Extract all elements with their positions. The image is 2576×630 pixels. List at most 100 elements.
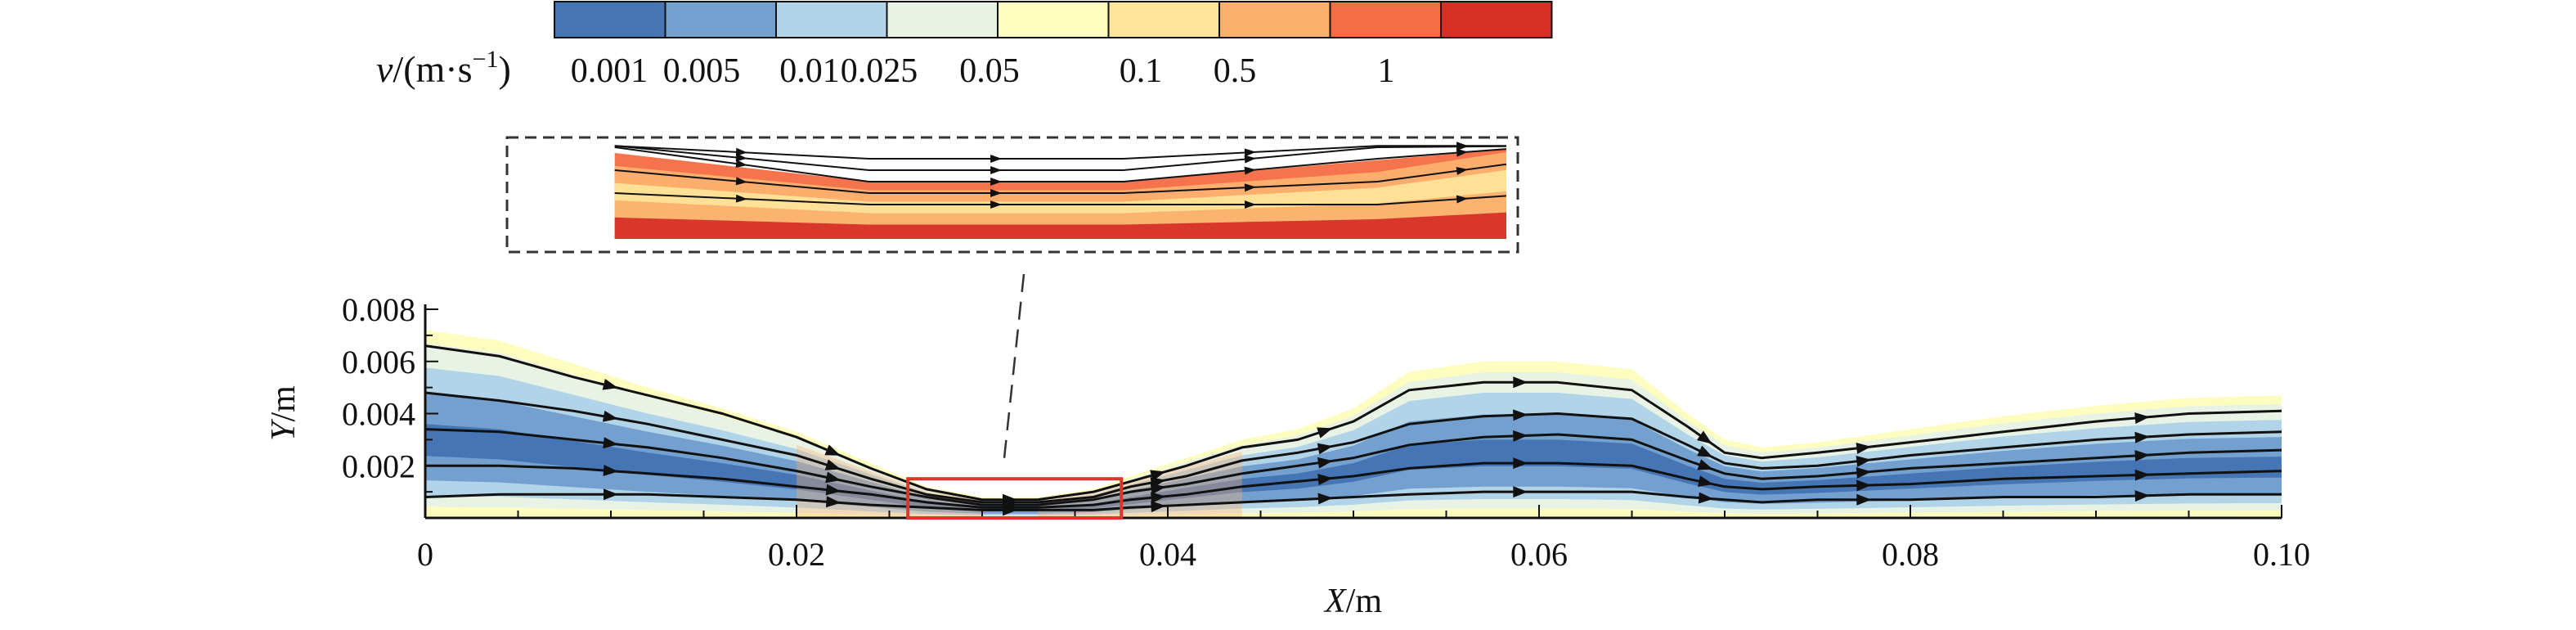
inset-streamline xyxy=(614,146,1506,182)
streamline-arrow xyxy=(2134,431,2150,443)
streamline-arrow xyxy=(1696,430,1712,444)
legend-swatch xyxy=(1218,1,1331,38)
inset-streamline xyxy=(614,192,1506,205)
streamline-arrow xyxy=(1513,486,1528,498)
legend-swatch xyxy=(775,1,888,38)
highlight-box xyxy=(906,477,1124,520)
inset-streamline-arrow xyxy=(735,153,748,162)
contour-band xyxy=(797,444,982,518)
inset-streamline-arrow xyxy=(1456,195,1469,204)
y-axis-var: Y xyxy=(265,418,303,441)
streamline-arrow xyxy=(1150,483,1166,495)
inset-streamline-arrow xyxy=(1245,200,1256,209)
streamline-arrow xyxy=(825,496,841,508)
x-axis-unit: /m xyxy=(1346,583,1383,620)
streamline-arrow xyxy=(1513,457,1528,470)
inset-streamline-arrow xyxy=(990,178,1003,186)
y-tick-label: 0.006 xyxy=(342,344,415,380)
legend-swatch xyxy=(1440,1,1553,38)
y-tick-label: 0.008 xyxy=(342,291,415,328)
inset-streamline-arrow xyxy=(735,160,748,169)
streamline-arrow xyxy=(1856,455,1872,467)
inset-streamline-arrow xyxy=(1244,148,1256,157)
inset-streamline-arrow xyxy=(990,166,1003,174)
streamline-arrow xyxy=(1856,493,1872,506)
streamline-arrow xyxy=(1317,493,1333,505)
x-tick-label: 0.04 xyxy=(1139,536,1196,573)
y-axis-title: Y/m xyxy=(265,385,303,441)
highlight-region xyxy=(906,273,1124,520)
inset-streamline-arrow xyxy=(1244,155,1256,164)
legend-title: v/(m·s−1) xyxy=(376,46,511,90)
x-tick-label: 0.08 xyxy=(1882,536,1939,573)
streamline-arrow xyxy=(1317,427,1333,439)
streamline xyxy=(424,344,2282,502)
inset-streamline-arrow xyxy=(1244,183,1256,192)
streamline-arrow xyxy=(1150,492,1166,504)
streamline-arrow xyxy=(1698,492,1714,504)
x-tick-label: 0 xyxy=(417,536,433,573)
streamline-arrow xyxy=(602,379,618,390)
streamline-arrow xyxy=(1513,409,1528,421)
legend-swatch xyxy=(886,1,999,38)
streamline xyxy=(424,391,2282,504)
streamline-arrow xyxy=(604,488,618,501)
streamline xyxy=(424,428,2282,506)
legend-swatch xyxy=(997,1,1110,38)
legend-swatch xyxy=(1329,1,1442,38)
inset-streamline xyxy=(614,145,1506,171)
streamline-arrow xyxy=(2134,412,2150,425)
streamline-arrow xyxy=(1513,376,1528,389)
y-tick-label: 0.002 xyxy=(342,448,415,484)
contour-band xyxy=(425,456,2282,518)
y-axis-unit: /m xyxy=(265,385,303,422)
inset-streamline xyxy=(614,163,1506,194)
inset-streamline xyxy=(614,145,1506,160)
streamline-arrow xyxy=(1697,445,1713,457)
streamline-arrow xyxy=(1003,504,1017,516)
contour-band xyxy=(425,480,2282,518)
streamlines xyxy=(424,344,2282,516)
inset-streamline-arrow xyxy=(735,177,748,186)
streamline-arrow xyxy=(1697,459,1713,470)
streamline-arrow xyxy=(824,444,841,456)
legend-level-label: 1 xyxy=(1378,52,1395,90)
legend-title-close: ) xyxy=(498,48,510,90)
inset-connector xyxy=(1003,273,1025,459)
inset-streamline-arrow xyxy=(735,194,748,203)
streamline-arrow xyxy=(1317,474,1333,486)
streamline-arrow xyxy=(825,471,841,484)
streamline-arrow xyxy=(1856,466,1872,479)
legend-level-label: 0.025 xyxy=(841,52,918,90)
legend-level-label: 0.5 xyxy=(1214,52,1257,90)
x-tick-label: 0.10 xyxy=(2253,536,2310,573)
legend-level-label: 0.001 xyxy=(571,52,648,90)
legend-swatch xyxy=(1107,1,1220,38)
streamline-arrow xyxy=(1698,475,1714,487)
legend-title-var: v xyxy=(376,48,393,90)
streamline-arrow xyxy=(825,484,841,496)
inset-streamline-arrow xyxy=(1456,142,1469,151)
inset-streamline-arrow xyxy=(990,200,1003,209)
axes: 0 0.02 0.04 0.06 0.08 0.10 0.002 0.004 0.006 0.00… xyxy=(342,291,2310,573)
streamline-arrow xyxy=(602,410,618,422)
x-axis-var: X xyxy=(1323,583,1348,620)
legend-level-label: 0.01 xyxy=(779,52,840,90)
legend-title-unit: /(m·s xyxy=(393,48,472,90)
inset-streamline-arrow xyxy=(990,155,1003,163)
velocity-contour-fill xyxy=(425,330,2282,518)
legend-swatch xyxy=(554,1,666,38)
streamline-arrow xyxy=(2134,450,2150,461)
x-tick-label: 0.02 xyxy=(768,536,825,573)
legend-swatch xyxy=(664,1,777,38)
inset-contour-band xyxy=(614,212,1506,239)
x-axis-title: X/m xyxy=(1323,583,1382,620)
y-tick-label: 0.004 xyxy=(342,396,415,433)
inset-streamline-arrow xyxy=(1456,166,1469,175)
color-legend: 0.001 0.005 0.01 0.025 0.05 0.1 0.5 1 xyxy=(554,1,1553,90)
zoom-inset xyxy=(505,136,1519,254)
legend-level-label: 0.05 xyxy=(959,52,1020,90)
streamline-arrow xyxy=(1856,479,1872,492)
streamline-arrow xyxy=(603,437,618,449)
